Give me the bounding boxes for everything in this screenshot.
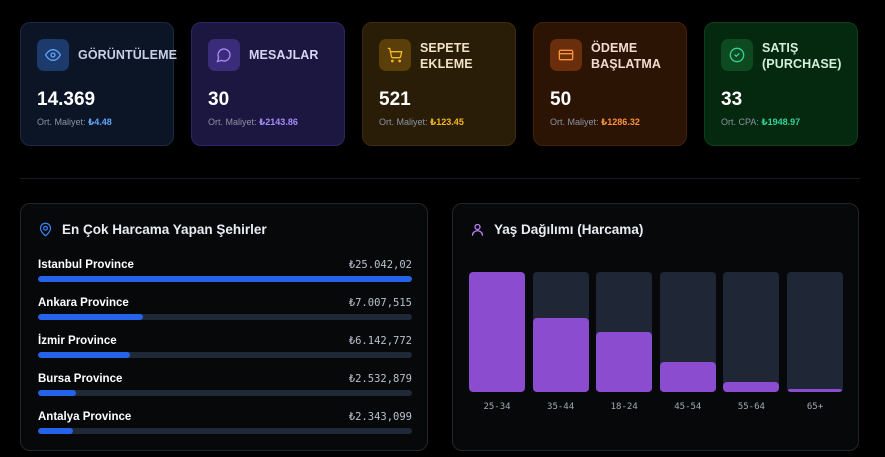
city-row: İzmir Province ₺6.142,772 xyxy=(38,335,412,358)
panel-title: En Çok Harcama Yapan Şehirler xyxy=(38,222,267,237)
age-bar-fill xyxy=(469,272,525,392)
age-bar-label: 55-64 xyxy=(737,402,765,412)
kpi-title: SEPETE EKLEME xyxy=(420,41,473,71)
kpi-subtext: Ort. Maliyet: ₺1286.32 xyxy=(550,117,640,128)
city-progress-fill xyxy=(38,428,73,434)
kpi-sub-label: Ort. Maliyet: xyxy=(208,117,257,127)
age-bar xyxy=(596,272,653,392)
age-bar-label: 65+ xyxy=(806,402,824,412)
city-amount: ₺6.142,772 xyxy=(348,335,412,347)
city-name: Antalya Province xyxy=(38,411,132,423)
kpi-value: 50 xyxy=(550,89,572,110)
panel-title-text: Yaş Dağılımı (Harcama) xyxy=(494,222,644,237)
city-progress-track xyxy=(38,428,412,434)
kpi-sub-label: Ort. Maliyet: xyxy=(550,117,599,127)
city-progress-fill xyxy=(38,390,76,396)
city-name: İzmir Province xyxy=(38,335,117,347)
map-pin-icon xyxy=(39,222,52,237)
kpi-value: 521 xyxy=(379,89,411,110)
age-bar-label: 45-54 xyxy=(674,402,702,412)
kpi-row: GÖRÜNTÜLEME 14.369 Ort. Maliyet: ₺4.48 M… xyxy=(20,22,858,146)
age-bar xyxy=(659,272,716,392)
kpi-card-messages: MESAJLAR 30 Ort. Maliyet: ₺2143.86 xyxy=(191,22,345,146)
top-cities-panel: En Çok Harcama Yapan Şehirler Istanbul P… xyxy=(20,203,428,451)
city-row: Bursa Province ₺2.532,879 xyxy=(38,373,412,396)
credit-card-icon xyxy=(550,39,582,71)
kpi-title: MESAJLAR xyxy=(249,48,319,62)
age-bar-label: 35-44 xyxy=(547,402,575,412)
user-icon xyxy=(471,223,484,236)
age-bar-fill xyxy=(787,389,843,392)
city-progress-fill xyxy=(38,276,412,282)
panel-title-text: En Çok Harcama Yapan Şehirler xyxy=(62,222,267,237)
kpi-card-purchase: SATIŞ (PURCHASE) 33 Ort. CPA: ₺1948.97 xyxy=(704,22,858,146)
kpi-sub-value: ₺1286.32 xyxy=(601,117,640,127)
kpi-sub-value: ₺1948.97 xyxy=(761,117,801,127)
kpi-sub-value: ₺123.45 xyxy=(430,117,464,127)
kpi-card-checkout: ÖDEME BAŞLATMA 50 Ort. Maliyet: ₺1286.32 xyxy=(533,22,687,146)
city-name: Bursa Province xyxy=(38,373,123,385)
age-bar-fill xyxy=(532,317,589,392)
age-bar-label: 18-24 xyxy=(610,402,638,412)
panel-title: Yaş Dağılımı (Harcama) xyxy=(470,222,643,237)
age-bar xyxy=(787,272,843,392)
kpi-sub-value: ₺2143.86 xyxy=(259,117,298,127)
city-name: Ankara Province xyxy=(38,297,129,309)
age-bar xyxy=(723,272,780,392)
city-progress-fill xyxy=(38,314,143,320)
kpi-title: ÖDEME BAŞLATMA xyxy=(591,41,662,71)
kpi-sub-label: Ort. Maliyet: xyxy=(37,117,86,127)
message-icon xyxy=(208,39,240,71)
kpi-value: 30 xyxy=(208,89,230,110)
eye-icon xyxy=(37,39,69,71)
city-progress-track xyxy=(38,352,412,358)
section-divider xyxy=(20,178,860,179)
kpi-sub-value: ₺4.48 xyxy=(88,117,112,127)
city-progress-fill xyxy=(38,352,130,358)
kpi-subtext: Ort. Maliyet: ₺123.45 xyxy=(379,117,464,128)
kpi-sub-label: Ort. CPA: xyxy=(721,117,759,127)
age-bar-fill xyxy=(659,362,716,392)
city-name: Istanbul Province xyxy=(38,259,134,271)
city-progress-track xyxy=(38,276,412,282)
kpi-subtext: Ort. Maliyet: ₺2143.86 xyxy=(208,117,298,128)
city-row: Ankara Province ₺7.007,515 xyxy=(38,297,412,320)
age-bar xyxy=(532,272,589,392)
kpi-sub-label: Ort. Maliyet: xyxy=(379,117,428,127)
city-progress-track xyxy=(38,390,412,396)
kpi-title: GÖRÜNTÜLEME xyxy=(78,48,178,62)
age-bar-fill xyxy=(723,382,780,392)
city-amount: ₺2.532,879 xyxy=(348,373,412,385)
kpi-card-add-to-cart: SEPETE EKLEME 521 Ort. Maliyet: ₺123.45 xyxy=(362,22,516,146)
check-circle-icon xyxy=(721,39,753,71)
city-progress-track xyxy=(38,314,412,320)
kpi-card-views: GÖRÜNTÜLEME 14.369 Ort. Maliyet: ₺4.48 xyxy=(20,22,178,146)
age-bar-label: 25-34 xyxy=(483,402,511,412)
city-amount: ₺2.343,099 xyxy=(348,411,412,423)
age-bar xyxy=(469,272,525,392)
kpi-subtext: Ort. CPA: ₺1948.97 xyxy=(721,117,800,128)
city-amount: ₺25.042,02 xyxy=(348,259,412,271)
kpi-value: 33 xyxy=(721,89,743,110)
kpi-subtext: Ort. Maliyet: ₺4.48 xyxy=(37,117,112,128)
age-distribution-panel: Yaş Dağılımı (Harcama) 25-34 35-44 18-24 45… xyxy=(452,203,859,451)
age-bar-fill xyxy=(596,332,653,392)
cart-icon xyxy=(379,39,411,71)
kpi-title: SATIŞ (PURCHASE) xyxy=(762,41,842,71)
city-row: Istanbul Province ₺25.042,02 xyxy=(38,259,412,282)
city-row: Antalya Province ₺2.343,099 xyxy=(38,411,412,434)
city-amount: ₺7.007,515 xyxy=(348,297,412,309)
kpi-value: 14.369 xyxy=(37,89,96,110)
